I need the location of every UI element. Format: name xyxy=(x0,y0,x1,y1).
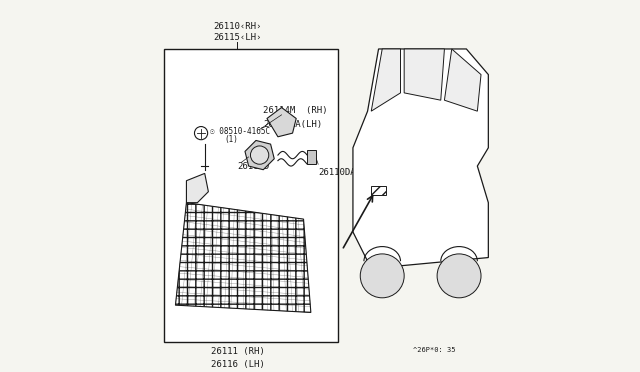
Polygon shape xyxy=(186,173,209,203)
Polygon shape xyxy=(267,108,296,137)
Circle shape xyxy=(437,254,481,298)
Circle shape xyxy=(360,254,404,298)
Polygon shape xyxy=(404,49,444,100)
Text: ^26P*0: 35: ^26P*0: 35 xyxy=(413,347,456,353)
Text: 26110DA: 26110DA xyxy=(318,168,356,177)
Text: 26116 (LH): 26116 (LH) xyxy=(211,360,264,369)
Polygon shape xyxy=(444,49,481,111)
Text: (1): (1) xyxy=(225,135,239,144)
Polygon shape xyxy=(245,141,275,170)
Bar xyxy=(371,186,386,195)
Text: 26115‹LH›: 26115‹LH› xyxy=(213,33,262,42)
Bar xyxy=(164,49,339,342)
Text: 26110D: 26110D xyxy=(237,163,270,171)
Bar xyxy=(307,150,316,164)
Polygon shape xyxy=(353,49,488,269)
Text: 26111 (RH): 26111 (RH) xyxy=(211,347,264,356)
Circle shape xyxy=(250,146,269,164)
Bar xyxy=(371,186,386,195)
Polygon shape xyxy=(175,203,311,312)
Text: 26110‹RH›: 26110‹RH› xyxy=(213,22,262,31)
Text: 26114MA(LH): 26114MA(LH) xyxy=(263,121,323,129)
Text: ☉ 08510-4165C: ☉ 08510-4165C xyxy=(210,127,270,136)
Circle shape xyxy=(195,126,207,140)
Text: 26114M  (RH): 26114M (RH) xyxy=(263,106,328,115)
Polygon shape xyxy=(371,49,401,111)
